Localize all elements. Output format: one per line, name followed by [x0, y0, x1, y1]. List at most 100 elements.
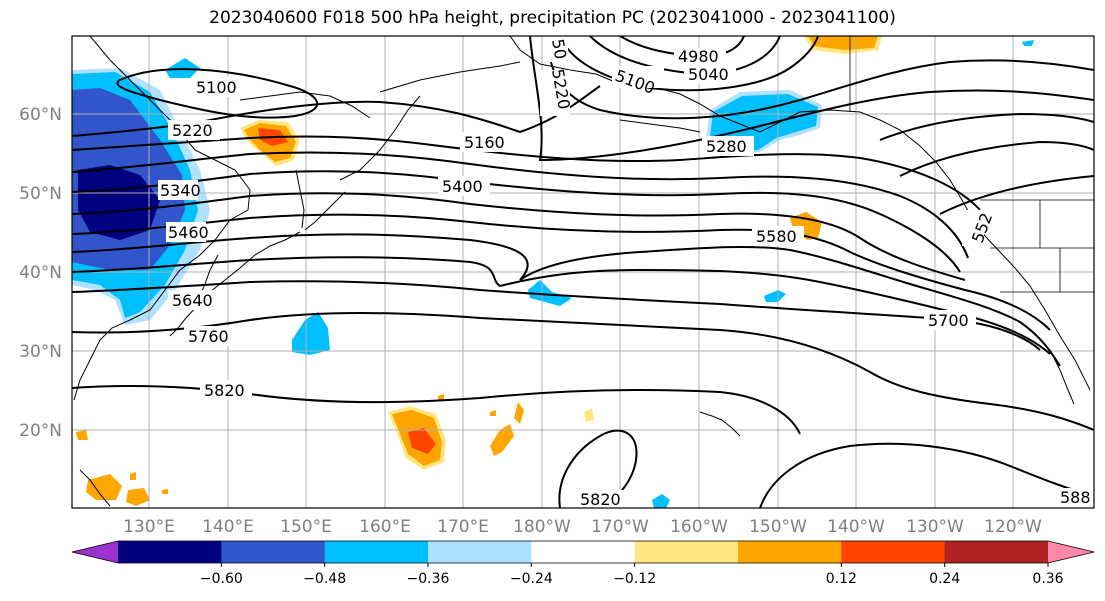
contour-label-5640: 5640	[172, 291, 213, 310]
precip-south-west-1	[86, 474, 122, 500]
coast-bering-west	[509, 36, 621, 85]
contour-label-50: 50	[548, 37, 570, 60]
latitude-labels: 60°N 50°N 40°N 30°N 20°N	[19, 105, 62, 441]
contour-5100-east	[559, 36, 819, 92]
precip-south-west-2	[126, 488, 150, 506]
height-contours	[72, 36, 1094, 508]
precip-positive-shading	[76, 36, 882, 506]
lat-label: 20°N	[19, 421, 62, 441]
contour-label-5280: 5280	[706, 137, 747, 156]
lat-label: 40°N	[19, 263, 62, 283]
colorbar-bin	[738, 541, 842, 563]
precip-pacific-blob3	[764, 290, 786, 302]
lon-label: 160°W	[670, 517, 728, 537]
coast-sakhalin	[295, 169, 305, 229]
precip-south-west-4	[130, 472, 136, 480]
colorbar-bin	[428, 541, 532, 563]
contour-label-5580: 5580	[756, 227, 797, 246]
colorbar-tick-label: −0.36	[407, 571, 450, 587]
contour-label-588: 588	[1060, 488, 1091, 507]
precip-west-fleck	[165, 58, 200, 78]
contour-5400-east	[939, 175, 1094, 215]
contour-label-5460: 5460	[168, 223, 209, 242]
contour-label-5700: 5700	[928, 311, 969, 330]
colorbar-extend-low	[72, 541, 118, 563]
colorbar-tick-label: −0.24	[510, 571, 553, 587]
colorbar-bin	[324, 541, 429, 563]
lon-label: 140°W	[827, 517, 885, 537]
contour-label-5340: 5340	[160, 181, 201, 200]
contour-label-5400: 5400	[442, 177, 483, 196]
contour-5280-west	[72, 135, 981, 211]
contour-5100-west	[116, 68, 318, 119]
colorbar-tick-label: 0.12	[826, 571, 857, 587]
colorbar-tick-label: −0.60	[200, 571, 243, 587]
coast-alaska	[619, 83, 1091, 391]
coast-philippines	[79, 469, 111, 507]
precip-pacific-blob2	[528, 280, 572, 306]
lon-label: 170°W	[591, 517, 649, 537]
precip-pacific-blob1	[292, 312, 330, 355]
contour-label-5760: 5760	[188, 327, 229, 346]
precip-pacific-blob4	[652, 494, 670, 508]
contour-labels: 5100 5220 5160 5400 5340 5460 5640 5760 …	[158, 36, 1094, 509]
precip-pacific-blob5	[1022, 40, 1034, 46]
contour-label-5160: 5160	[464, 133, 505, 152]
contour-5580	[72, 233, 1061, 367]
contour-5520	[72, 213, 1051, 331]
precip-streak-2	[514, 402, 524, 424]
map-panel: 5100 5220 5160 5400 5340 5460 5640 5760 …	[72, 36, 1094, 509]
contour-5340-east	[899, 140, 1094, 177]
contour-5760	[72, 312, 1094, 431]
coast-aleutians	[619, 119, 701, 133]
political-boundaries	[849, 36, 1094, 293]
colorbar-bin	[841, 541, 946, 563]
lon-label: 120°W	[984, 517, 1042, 537]
contour-5400	[72, 170, 961, 273]
precip-west-dark	[78, 165, 160, 240]
contour-5640	[72, 256, 1051, 355]
lon-label: 150°W	[749, 517, 807, 537]
precip-south-west-3	[76, 430, 88, 440]
lon-label: 130°E	[123, 517, 175, 537]
longitude-labels: 130°E 140°E 150°E 160°E 170°E 180°W 170°…	[123, 517, 1042, 537]
coast-siberia-north	[379, 61, 521, 93]
contour-5820	[72, 385, 801, 435]
contour-label-5100: 5100	[196, 78, 237, 97]
colorbar-bin	[634, 541, 739, 563]
contour-5160-east	[547, 36, 1094, 120]
colorbar-tick-label: 0.24	[929, 571, 960, 587]
precip-subtropic-core	[408, 428, 436, 454]
colorbar-tick-label: 0.36	[1032, 571, 1063, 587]
contour-5220-east	[529, 36, 1094, 162]
precip-streak-1	[490, 424, 514, 456]
map-title: 2023040600 F018 500 hPa height, precipit…	[209, 8, 896, 28]
colorbar-tick-label: −0.12	[613, 571, 656, 587]
lon-label: 170°E	[437, 517, 489, 537]
contour-5880-south	[759, 442, 1094, 508]
precip-streak-3	[584, 408, 594, 422]
colorbar-bin	[118, 541, 222, 563]
colorbar-extend-high	[1048, 541, 1094, 563]
contour-5280-east	[879, 112, 1094, 141]
map-frame	[71, 35, 1095, 509]
colorbar-tick-label: −0.48	[303, 571, 346, 587]
colorbar-bin	[531, 541, 636, 563]
precip-streak-4	[490, 410, 496, 416]
lat-label: 50°N	[19, 184, 62, 204]
contour-5460	[72, 192, 966, 281]
colorbar: −0.60−0.48−0.36−0.24−0.120.120.240.360.4…	[71, 540, 1095, 587]
contour-label-5820-south: 5820	[580, 490, 621, 509]
coast-asia	[73, 36, 251, 401]
precip-south-west-5	[162, 489, 168, 494]
coast-japan	[169, 231, 301, 337]
contour-label-5040: 5040	[688, 65, 729, 84]
contour-5220-west	[72, 100, 521, 137]
contour-5340	[72, 151, 969, 259]
lon-label: 130°W	[906, 517, 964, 537]
coast-hawaii	[699, 411, 741, 437]
colorbar-bin	[944, 541, 1049, 563]
lat-label: 60°N	[19, 105, 62, 125]
contour-label-5220: 5220	[172, 121, 213, 140]
